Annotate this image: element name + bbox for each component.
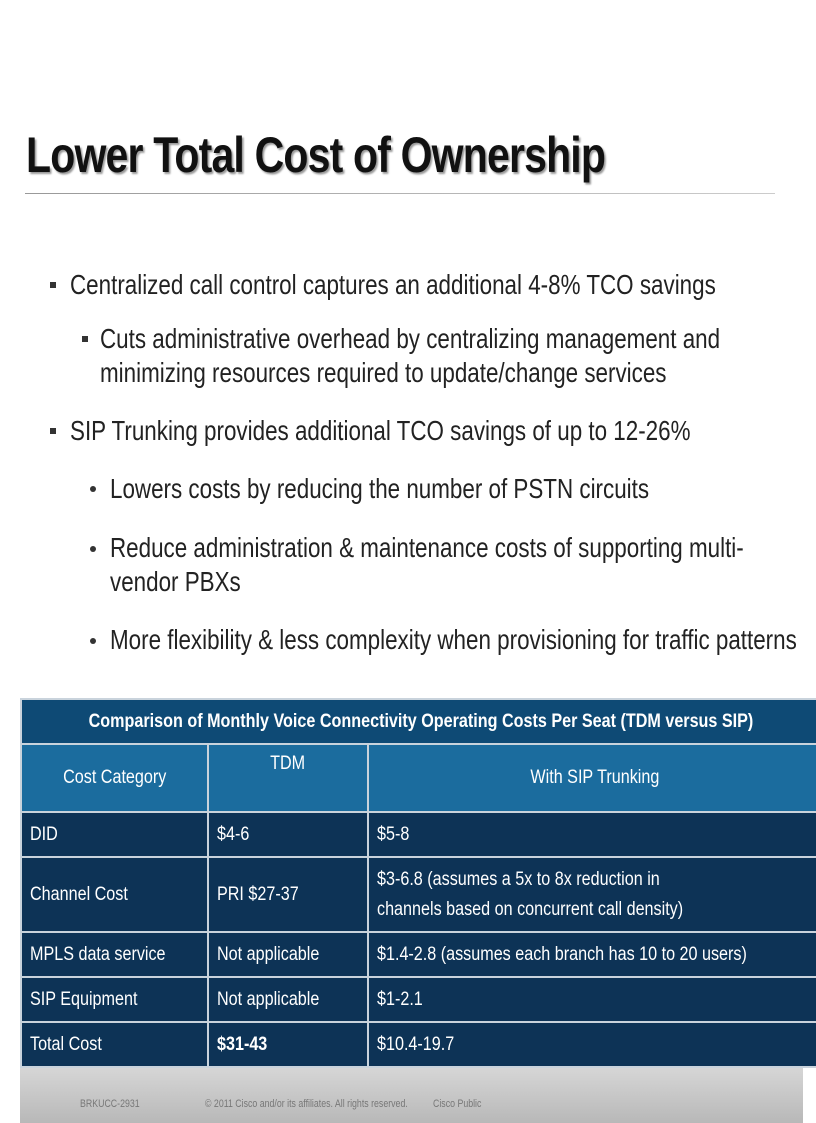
cell: Channel Cost: [19, 856, 210, 933]
bullet: Reduce administration & maintenance cost…: [110, 532, 744, 597]
cell-text: DID: [30, 823, 58, 845]
cell: $5-8: [366, 811, 816, 858]
cell-text: $5-8: [376, 823, 410, 845]
cell: $3-6.8 (assumes a 5x to 8x reduction in …: [366, 856, 816, 933]
cell-text: PRI $27-37: [217, 883, 299, 905]
header-cell: TDM: [207, 743, 369, 813]
cell: MPLS data service: [19, 931, 210, 978]
bullet: SIP Trunking provides additional TCO sav…: [70, 415, 691, 446]
cost-table: Comparison of Monthly Voice Connectivity…: [19, 698, 816, 1068]
title-rule: [25, 193, 775, 194]
cell-text: Comparison of Monthly Voice Connectivity…: [88, 710, 754, 732]
bullet: Centralized call control captures an add…: [70, 269, 716, 300]
bullet: Cuts administrative overhead by centrali…: [100, 323, 721, 388]
cell-text: TDM: [270, 753, 306, 774]
cell: $1-2.1: [366, 976, 816, 1023]
cell: $1.4-2.8 (assumes each branch has 10 to …: [366, 931, 816, 978]
cell-text: Total Cost: [30, 1033, 102, 1055]
cell: PRI $27-37: [207, 856, 369, 933]
cell-text: $1-2.1: [376, 988, 423, 1010]
header-cell: With SIP Trunking: [366, 743, 816, 813]
header-cell: Cost Category: [19, 743, 210, 813]
footer-text: BRKUCC-2931: [80, 1098, 140, 1110]
bullet-marker: [82, 336, 88, 342]
footer-text: Cisco Public: [433, 1098, 482, 1110]
cell: Not applicable: [207, 931, 369, 978]
bullet: More flexibility & less complexity when …: [110, 624, 797, 655]
cell: $10.4-19.7: [366, 1021, 816, 1068]
cell: DID: [19, 811, 210, 858]
bullet-marker: [90, 638, 96, 644]
table-caption: Comparison of Monthly Voice Connectivity…: [20, 698, 816, 745]
cell: Not applicable: [207, 976, 369, 1023]
cell-text: Cost Category: [62, 767, 167, 788]
cell-text: SIP Equipment: [30, 988, 138, 1010]
cell-text: MPLS data service: [30, 943, 166, 965]
cell-text: Not applicable: [217, 988, 320, 1010]
cell-text: $31-43: [217, 1033, 268, 1055]
cell-text: $3-6.8 (assumes a 5x to 8x reduction in …: [376, 868, 683, 920]
cell-text: $4-6: [217, 823, 250, 845]
footer-band: [20, 1068, 803, 1123]
cell-text: $1.4-2.8 (assumes each branch has 10 to …: [376, 943, 747, 965]
bullet-marker: [50, 428, 56, 434]
cell-text: $10.4-19.7: [376, 1033, 455, 1055]
cell: $4-6: [207, 811, 369, 858]
cell: $31-43: [207, 1021, 369, 1068]
cell: Total Cost: [19, 1021, 210, 1068]
slide-title: Lower Total Cost of Ownership: [26, 127, 606, 183]
cell-text: Not applicable: [217, 943, 320, 965]
footer-text: © 2011 Cisco and/or its affiliates. All …: [205, 1098, 408, 1110]
cell: SIP Equipment: [19, 976, 210, 1023]
bullet: Lowers costs by reducing the number of P…: [110, 473, 650, 504]
cell-text: Channel Cost: [30, 883, 128, 905]
cell-text: With SIP Trunking: [529, 767, 659, 788]
bullet-marker: [90, 486, 96, 492]
bullet-marker: [50, 282, 56, 288]
bullet-marker: [90, 546, 96, 552]
